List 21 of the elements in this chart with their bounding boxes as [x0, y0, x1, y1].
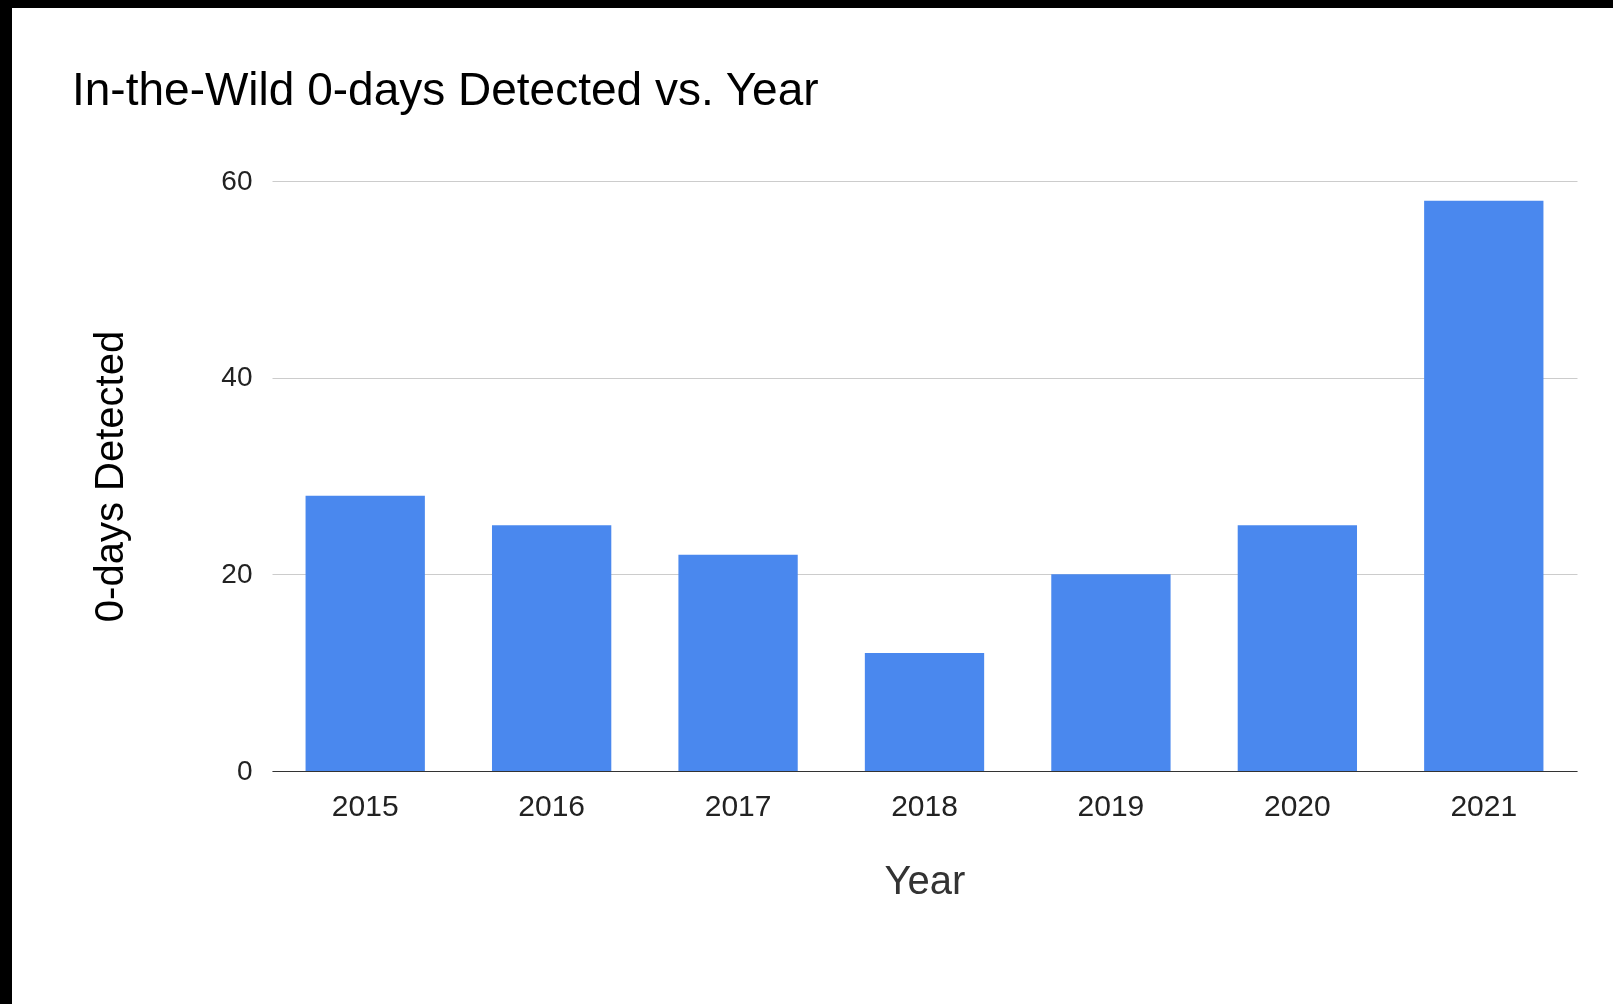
- bar: [305, 495, 425, 771]
- x-tick-label: 2016: [518, 788, 586, 822]
- x-tick-label: 2019: [1077, 788, 1145, 822]
- x-tick-label: 2021: [1450, 788, 1518, 822]
- bar: [491, 525, 612, 771]
- bar: [678, 554, 798, 771]
- x-tick-label: 2020: [1263, 788, 1331, 822]
- bar: [864, 653, 985, 771]
- x-tick-label: 2015: [331, 788, 399, 822]
- y-tick-label: 40: [221, 361, 253, 393]
- bar: [1051, 574, 1171, 771]
- chart-title: In-the-Wild 0-days Detected vs. Year: [72, 63, 819, 115]
- bar: [1237, 525, 1358, 771]
- x-tick-label: 2017: [704, 788, 772, 822]
- y-tick-label: 0: [236, 754, 253, 786]
- y-axis-title: 0-days Detected: [87, 330, 132, 623]
- y-tick-label: 60: [221, 164, 253, 196]
- x-axis-title: Year: [884, 857, 966, 902]
- bar: [1424, 200, 1544, 771]
- x-tick-label: 2018: [891, 788, 958, 822]
- y-tick-label: 20: [221, 557, 253, 589]
